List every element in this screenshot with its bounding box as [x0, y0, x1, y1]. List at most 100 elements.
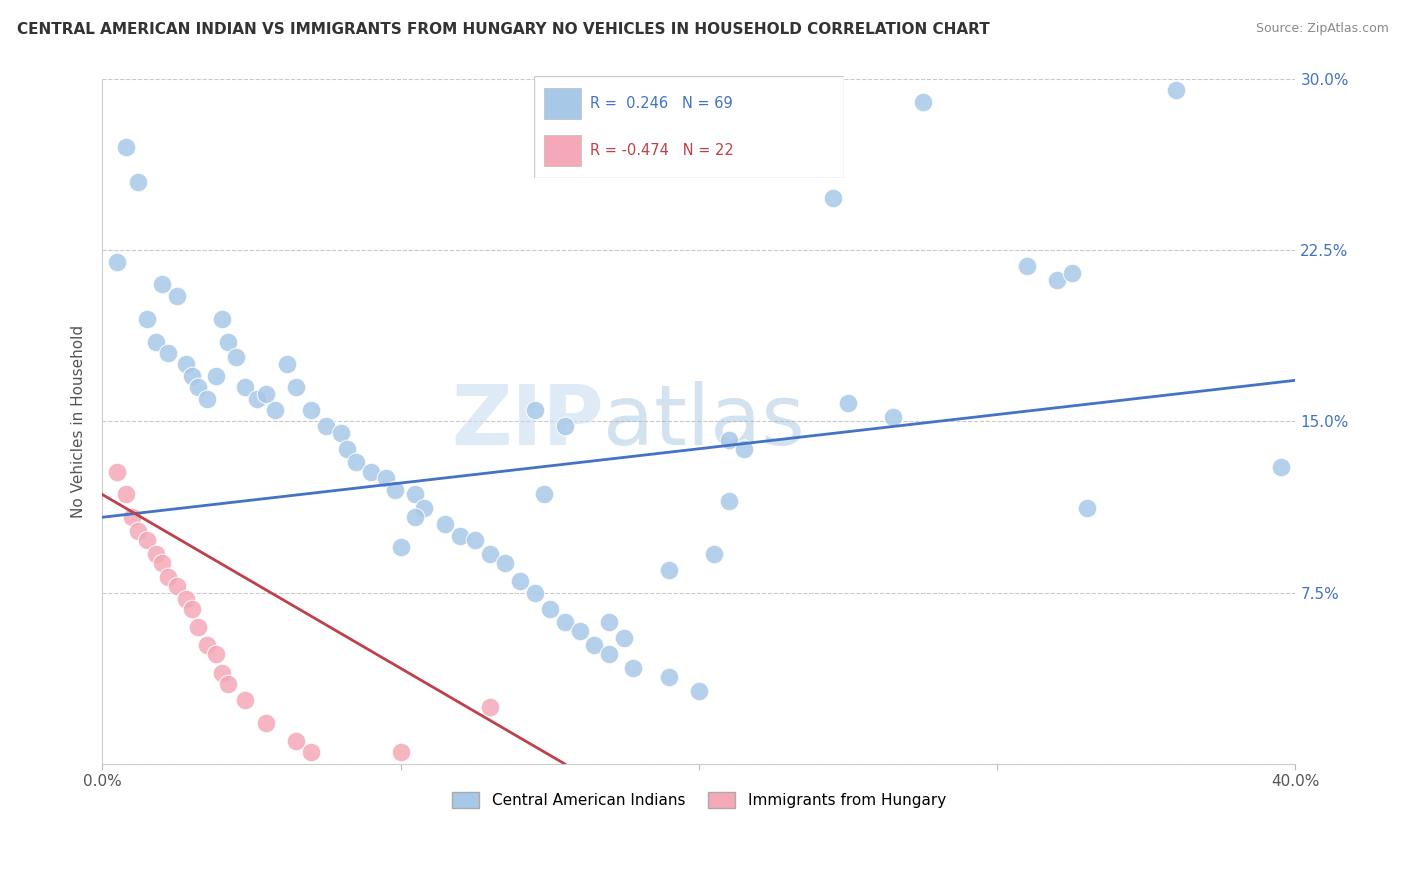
Point	[479, 699, 502, 714]
Point	[195, 638, 218, 652]
Point	[174, 357, 197, 371]
Point	[389, 746, 412, 760]
Point	[166, 579, 188, 593]
Point	[733, 442, 755, 456]
Point	[264, 403, 287, 417]
Point	[509, 574, 531, 589]
Point	[156, 569, 179, 583]
Point	[717, 494, 740, 508]
Point	[115, 487, 138, 501]
Point	[145, 334, 167, 349]
Point	[621, 661, 644, 675]
Point	[344, 455, 367, 469]
Point	[127, 175, 149, 189]
Point	[299, 403, 322, 417]
Point	[717, 433, 740, 447]
Point	[598, 615, 620, 630]
Point	[479, 547, 502, 561]
Point	[434, 517, 457, 532]
Point	[180, 368, 202, 383]
Point	[336, 442, 359, 456]
Point	[174, 592, 197, 607]
Point	[211, 665, 233, 680]
Point	[389, 540, 412, 554]
Point	[195, 392, 218, 406]
Point	[145, 547, 167, 561]
Point	[166, 289, 188, 303]
Point	[254, 387, 277, 401]
Point	[121, 510, 143, 524]
Point	[1166, 83, 1188, 97]
Point	[554, 615, 576, 630]
Point	[554, 419, 576, 434]
Point	[246, 392, 269, 406]
Point	[217, 334, 239, 349]
Point	[235, 693, 257, 707]
Text: CENTRAL AMERICAN INDIAN VS IMMIGRANTS FROM HUNGARY NO VEHICLES IN HOUSEHOLD CORR: CENTRAL AMERICAN INDIAN VS IMMIGRANTS FR…	[17, 22, 990, 37]
Point	[180, 601, 202, 615]
Point	[127, 524, 149, 538]
Point	[1270, 460, 1292, 475]
Point	[658, 670, 681, 684]
Text: ZIP: ZIP	[451, 381, 603, 462]
Text: atlas: atlas	[603, 381, 806, 462]
Point	[204, 647, 226, 661]
Point	[1060, 266, 1083, 280]
Point	[404, 510, 426, 524]
Point	[823, 191, 845, 205]
Point	[413, 501, 436, 516]
Point	[136, 311, 159, 326]
Point	[1015, 259, 1038, 273]
Point	[523, 403, 546, 417]
Point	[613, 632, 636, 646]
Point	[204, 368, 226, 383]
Point	[285, 734, 308, 748]
Text: R =  0.246   N = 69: R = 0.246 N = 69	[591, 96, 733, 111]
Point	[136, 533, 159, 547]
Point	[464, 533, 486, 547]
Point	[1076, 501, 1098, 516]
Point	[911, 95, 934, 109]
Point	[384, 483, 406, 497]
Legend: Central American Indians, Immigrants from Hungary: Central American Indians, Immigrants fro…	[446, 786, 952, 814]
Point	[360, 465, 382, 479]
Point	[276, 357, 298, 371]
Point	[187, 380, 209, 394]
Point	[374, 471, 396, 485]
Point	[688, 683, 710, 698]
Point	[404, 487, 426, 501]
Point	[299, 746, 322, 760]
Text: R = -0.474   N = 22: R = -0.474 N = 22	[591, 144, 734, 158]
Point	[315, 419, 337, 434]
Point	[217, 677, 239, 691]
Point	[150, 556, 173, 570]
Point	[156, 346, 179, 360]
Point	[837, 396, 859, 410]
Point	[105, 254, 128, 268]
Point	[494, 556, 516, 570]
Point	[703, 547, 725, 561]
Point	[225, 351, 247, 365]
Point	[150, 277, 173, 292]
Point	[329, 425, 352, 440]
Point	[115, 140, 138, 154]
Point	[235, 380, 257, 394]
Point	[598, 647, 620, 661]
Point	[658, 563, 681, 577]
Point	[254, 715, 277, 730]
Point	[882, 409, 904, 424]
Text: Source: ZipAtlas.com: Source: ZipAtlas.com	[1256, 22, 1389, 36]
Point	[187, 620, 209, 634]
Point	[538, 601, 561, 615]
Point	[1046, 273, 1069, 287]
FancyBboxPatch shape	[544, 136, 581, 166]
Point	[533, 487, 555, 501]
Point	[211, 311, 233, 326]
Point	[583, 638, 606, 652]
Point	[105, 465, 128, 479]
Point	[285, 380, 308, 394]
FancyBboxPatch shape	[544, 88, 581, 119]
Point	[449, 528, 471, 542]
FancyBboxPatch shape	[534, 76, 844, 178]
Point	[568, 624, 591, 639]
